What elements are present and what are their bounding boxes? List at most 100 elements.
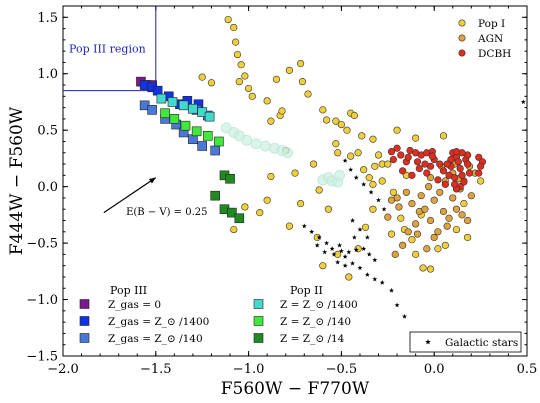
- data-point: [443, 222, 451, 230]
- data-point: [464, 233, 472, 242]
- data-point: [358, 132, 366, 140]
- data-point: [395, 203, 403, 211]
- data-point: [365, 174, 373, 182]
- data-point: [384, 160, 392, 168]
- data-point: [304, 90, 312, 98]
- legend-label: Pop I: [478, 18, 505, 30]
- data-point: [475, 169, 483, 177]
- data-point: [421, 205, 429, 213]
- data-point: [419, 264, 427, 272]
- legend-label: Z_gas = Z_⊙ /140: [108, 333, 203, 345]
- data-point: [393, 126, 401, 134]
- legend-marker: [79, 299, 90, 309]
- data-point: [369, 205, 377, 213]
- legend-label: Z = Z_⊙ /1400: [280, 299, 358, 311]
- data-point: [180, 120, 191, 131]
- data-point: [399, 241, 407, 249]
- x-tick-label: 0.0: [424, 362, 445, 377]
- data-point: [364, 234, 370, 240]
- chart-marks: [136, 15, 526, 319]
- x-tick-label: −1.0: [233, 362, 265, 377]
- data-point: [364, 272, 370, 277]
- data-point: [337, 242, 343, 248]
- pop3-legend-title: Pop III: [110, 284, 147, 297]
- data-point: [207, 79, 216, 87]
- data-point: [458, 211, 466, 219]
- data-point: [225, 173, 235, 184]
- data-point: [298, 78, 307, 86]
- data-point: [347, 152, 355, 160]
- data-point: [319, 262, 327, 270]
- data-point: [237, 61, 245, 69]
- data-point: [342, 158, 348, 163]
- data-point: [296, 59, 305, 68]
- data-point: [361, 223, 370, 231]
- data-point: [467, 192, 475, 200]
- data-point: [430, 233, 438, 242]
- legend-label: Z = Z_⊙ /14: [280, 333, 345, 345]
- data-point: [449, 194, 457, 202]
- data-point: [445, 214, 453, 222]
- chart-overlay: −2.0 −1.5 −1.0 −0.5 0.0 0.5−1.5−1.0−0.50.00.5…: [7, 5, 537, 399]
- data-point: [374, 151, 383, 159]
- data-point: [227, 207, 237, 218]
- data-point: [423, 169, 431, 177]
- stars-legend-label: Galactic stars: [445, 337, 518, 349]
- data-point: [451, 180, 459, 188]
- data-point: [324, 205, 333, 213]
- data-point: [397, 214, 405, 222]
- data-point: [477, 162, 485, 170]
- data-point: [361, 181, 367, 187]
- data-point: [402, 188, 410, 196]
- legend-marker: [79, 333, 90, 343]
- data-point: [428, 152, 436, 160]
- y-tick-label: 1.5: [37, 11, 58, 26]
- data-point: [309, 229, 315, 234]
- data-point: [198, 73, 206, 81]
- data-point: [156, 93, 167, 104]
- data-point: [147, 105, 157, 115]
- legend-marker: [253, 333, 264, 343]
- y-tick-label: 0.5: [37, 124, 58, 139]
- data-point: [267, 117, 275, 125]
- pop2-legend-title: Pop II: [290, 284, 323, 297]
- reddening-arrow-label: E(B − V) = 0.25: [126, 207, 207, 218]
- data-point: [371, 162, 379, 170]
- data-point: [357, 265, 363, 271]
- data-point: [436, 188, 444, 196]
- data-point: [224, 15, 232, 24]
- series-galactic-stars: [301, 99, 526, 319]
- pop3-region-label: Pop III region: [69, 42, 146, 55]
- data-point: [167, 97, 178, 107]
- reddening-arrow-line: [103, 177, 157, 214]
- data-point: [452, 205, 461, 213]
- data-point: [366, 251, 372, 257]
- data-point: [338, 248, 344, 254]
- data-point: [426, 265, 435, 273]
- legend-label: Z = Z_⊙ /140: [280, 316, 351, 328]
- legend-marker: [79, 316, 90, 326]
- data-point: [360, 166, 368, 174]
- data-point: [454, 158, 462, 166]
- data-point: [346, 249, 352, 255]
- data-point: [456, 164, 464, 173]
- data-point: [350, 111, 358, 120]
- data-point: [202, 131, 213, 141]
- data-point: [285, 66, 294, 74]
- data-point: [520, 99, 526, 105]
- data-point: [460, 199, 468, 208]
- data-point: [282, 147, 293, 159]
- data-point: [408, 171, 416, 179]
- y-axis-label: F444W − F560W: [7, 106, 27, 255]
- data-point: [322, 116, 331, 124]
- data-point: [230, 225, 238, 234]
- data-point: [421, 160, 429, 168]
- data-point: [322, 249, 328, 255]
- data-point: [230, 23, 238, 32]
- series-z-z-14: [210, 170, 245, 224]
- data-point: [436, 160, 444, 168]
- data-point: [331, 251, 337, 257]
- data-point: [332, 117, 340, 125]
- data-point: [452, 148, 461, 156]
